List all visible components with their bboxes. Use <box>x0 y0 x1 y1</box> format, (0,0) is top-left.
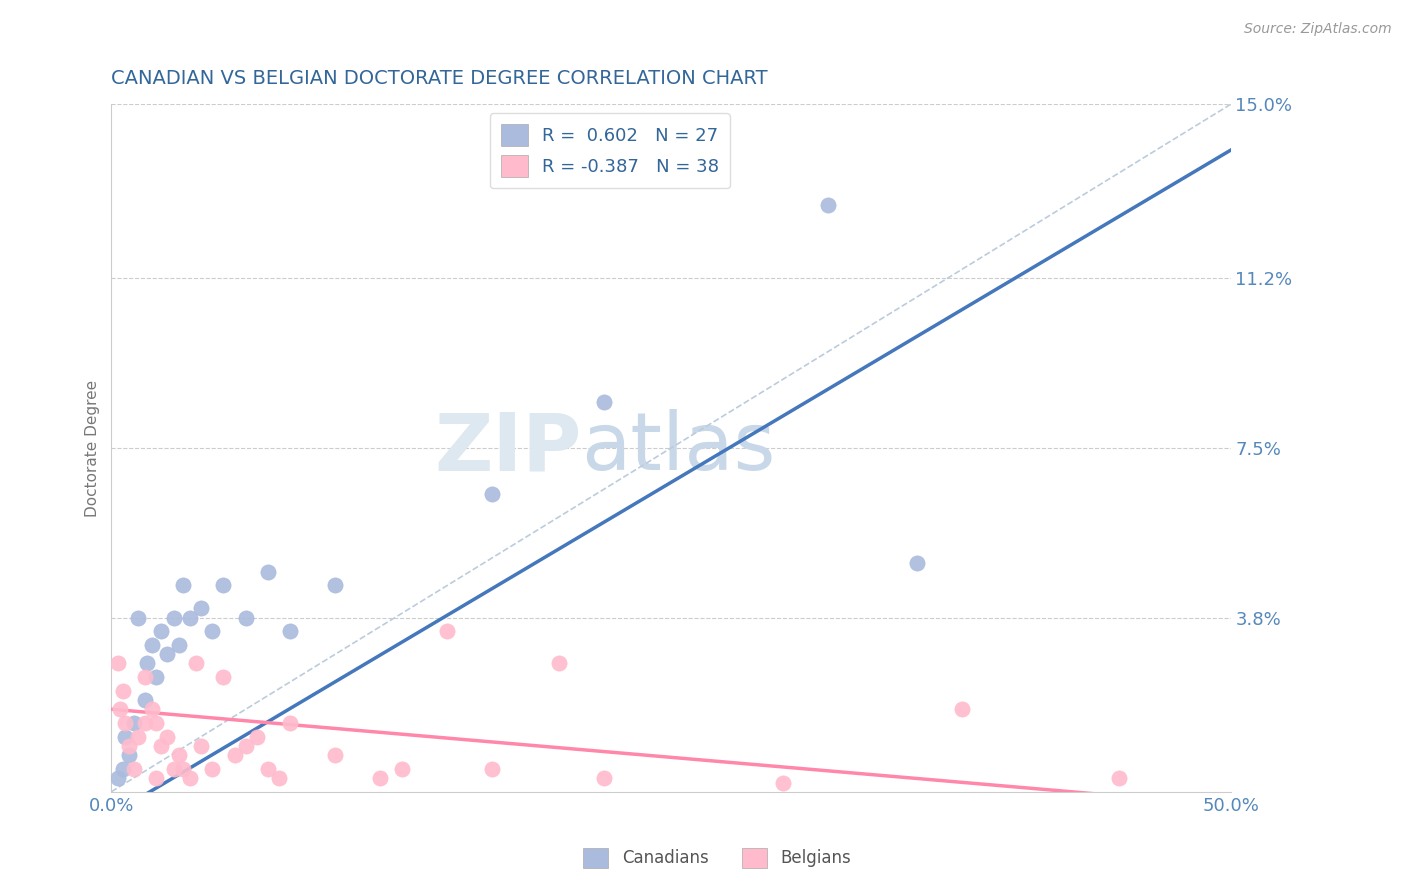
Point <box>592 395 614 409</box>
Point <box>127 610 149 624</box>
Point <box>149 739 172 753</box>
Y-axis label: Doctorate Degree: Doctorate Degree <box>86 379 100 516</box>
Point <box>145 715 167 730</box>
Point <box>772 775 794 789</box>
Point <box>163 610 186 624</box>
Point <box>156 730 179 744</box>
Text: CANADIAN VS BELGIAN DOCTORATE DEGREE CORRELATION CHART: CANADIAN VS BELGIAN DOCTORATE DEGREE COR… <box>111 69 768 87</box>
Point <box>172 578 194 592</box>
Point <box>201 762 224 776</box>
Point <box>368 771 391 785</box>
Point <box>1108 771 1130 785</box>
Point <box>167 747 190 762</box>
Point <box>172 762 194 776</box>
Point <box>134 670 156 684</box>
Point <box>127 730 149 744</box>
Point <box>235 610 257 624</box>
Point <box>436 624 458 639</box>
Point <box>212 578 235 592</box>
Point <box>114 715 136 730</box>
Point <box>190 739 212 753</box>
Point <box>224 747 246 762</box>
Point <box>179 610 201 624</box>
Point <box>257 565 280 579</box>
Point <box>201 624 224 639</box>
Point <box>167 638 190 652</box>
Point <box>246 730 269 744</box>
Point <box>950 702 973 716</box>
Point <box>122 715 145 730</box>
Point <box>141 638 163 652</box>
Legend: R =  0.602   N = 27, R = -0.387   N = 38: R = 0.602 N = 27, R = -0.387 N = 38 <box>489 113 730 188</box>
Point <box>145 771 167 785</box>
Point <box>817 198 839 212</box>
Point <box>118 747 141 762</box>
Point <box>114 730 136 744</box>
Point <box>111 762 134 776</box>
Point <box>481 487 503 501</box>
Point <box>592 771 614 785</box>
Legend: Canadians, Belgians: Canadians, Belgians <box>576 841 858 875</box>
Point <box>257 762 280 776</box>
Point <box>280 624 302 639</box>
Point <box>323 747 346 762</box>
Point <box>118 739 141 753</box>
Point <box>186 657 208 671</box>
Point <box>122 762 145 776</box>
Point <box>134 693 156 707</box>
Text: ZIP: ZIP <box>434 409 582 487</box>
Text: atlas: atlas <box>582 409 776 487</box>
Point <box>179 771 201 785</box>
Point <box>107 657 129 671</box>
Point <box>145 670 167 684</box>
Point <box>107 771 129 785</box>
Point <box>548 657 571 671</box>
Point <box>163 762 186 776</box>
Point <box>111 684 134 698</box>
Point <box>323 578 346 592</box>
Point <box>134 715 156 730</box>
Point <box>280 715 302 730</box>
Text: Source: ZipAtlas.com: Source: ZipAtlas.com <box>1244 22 1392 37</box>
Point <box>141 702 163 716</box>
Point <box>156 647 179 661</box>
Point <box>391 762 413 776</box>
Point <box>149 624 172 639</box>
Point <box>269 771 291 785</box>
Point <box>481 762 503 776</box>
Point <box>110 702 132 716</box>
Point <box>136 657 159 671</box>
Point <box>905 556 928 570</box>
Point <box>235 739 257 753</box>
Point <box>212 670 235 684</box>
Point <box>190 601 212 615</box>
